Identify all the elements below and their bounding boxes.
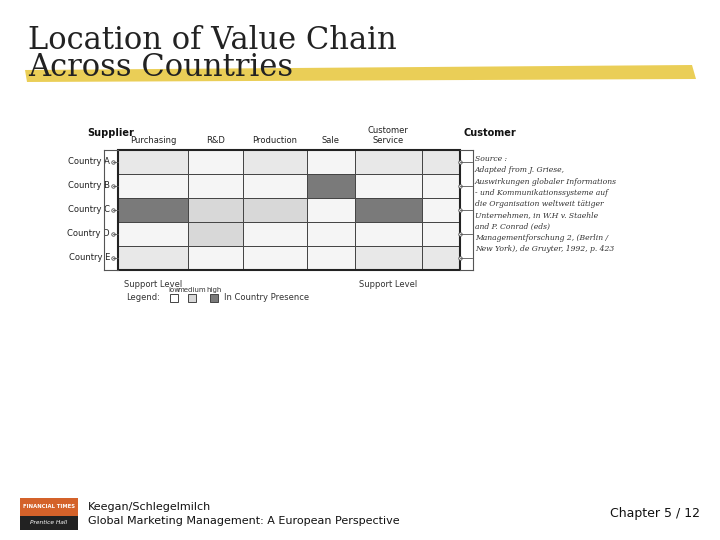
Bar xyxy=(118,150,460,270)
Text: Legend:: Legend: xyxy=(126,294,160,302)
Bar xyxy=(210,294,218,302)
Text: Country A: Country A xyxy=(68,158,110,166)
Text: Production: Production xyxy=(252,136,297,145)
Bar xyxy=(243,150,307,174)
Bar xyxy=(307,246,354,270)
Bar xyxy=(243,246,307,270)
Text: low: low xyxy=(168,287,180,293)
Bar xyxy=(189,222,243,246)
Text: Purchasing: Purchasing xyxy=(130,136,176,145)
Bar xyxy=(354,150,422,174)
Bar xyxy=(243,174,307,198)
Bar xyxy=(118,150,189,174)
Bar xyxy=(307,222,354,246)
Bar xyxy=(118,174,189,198)
Bar xyxy=(118,198,189,222)
Bar xyxy=(170,294,178,302)
Text: Country D: Country D xyxy=(68,230,110,239)
Bar xyxy=(243,222,307,246)
Text: Customer
Service: Customer Service xyxy=(368,126,408,145)
Bar xyxy=(188,294,196,302)
Text: Global Marketing Management: A European Perspective: Global Marketing Management: A European … xyxy=(88,516,400,526)
Text: Chapter 5 / 12: Chapter 5 / 12 xyxy=(610,508,700,521)
Text: high: high xyxy=(207,287,222,293)
Bar xyxy=(189,174,243,198)
Bar xyxy=(422,222,460,246)
Bar xyxy=(189,246,243,270)
Bar xyxy=(354,198,422,222)
Bar xyxy=(354,222,422,246)
Text: Customer: Customer xyxy=(464,128,516,138)
Polygon shape xyxy=(25,65,696,82)
Bar xyxy=(243,198,307,222)
Bar xyxy=(20,516,78,530)
Bar xyxy=(189,198,243,222)
Bar xyxy=(307,150,354,174)
Bar xyxy=(118,222,189,246)
Bar xyxy=(422,174,460,198)
Bar xyxy=(422,198,460,222)
Bar xyxy=(307,174,354,198)
Text: FINANCIAL TIMES: FINANCIAL TIMES xyxy=(23,504,75,509)
Bar xyxy=(307,198,354,222)
Text: Support Level: Support Level xyxy=(359,280,417,289)
Bar xyxy=(422,150,460,174)
Bar xyxy=(20,498,78,516)
Text: Prentice Hall: Prentice Hall xyxy=(30,521,68,525)
Text: Across Countries: Across Countries xyxy=(28,52,293,83)
Text: Country E: Country E xyxy=(68,253,110,262)
Text: Keegan/Schlegelmilch: Keegan/Schlegelmilch xyxy=(88,502,211,512)
Text: Sale: Sale xyxy=(322,136,340,145)
Text: Support Level: Support Level xyxy=(124,280,182,289)
Text: R&D: R&D xyxy=(206,136,225,145)
Text: Supplier: Supplier xyxy=(88,128,135,138)
Text: Country C: Country C xyxy=(68,206,110,214)
Bar xyxy=(422,246,460,270)
Text: Source :
Adapted from J. Griese,
Auswirkungen globaler Informations
- und Kommun: Source : Adapted from J. Griese, Auswirk… xyxy=(475,155,617,253)
Bar xyxy=(189,150,243,174)
Bar xyxy=(354,174,422,198)
Text: In Country Presence: In Country Presence xyxy=(224,294,309,302)
Bar xyxy=(354,246,422,270)
Text: Country B: Country B xyxy=(68,181,110,191)
Text: Location of Value Chain: Location of Value Chain xyxy=(28,25,397,56)
Bar xyxy=(118,246,189,270)
Text: medium: medium xyxy=(178,287,207,293)
